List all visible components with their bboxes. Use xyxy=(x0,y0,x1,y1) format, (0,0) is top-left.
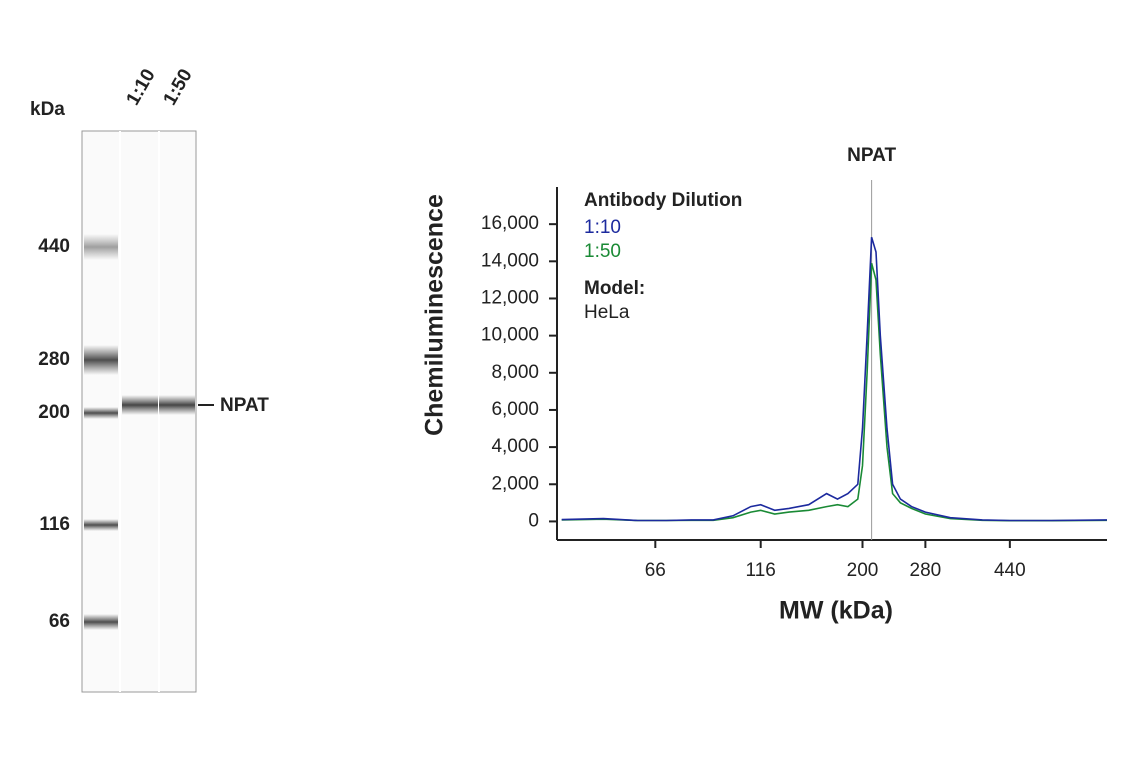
y-tick-label: 8,000 xyxy=(491,362,539,383)
ladder-band xyxy=(84,407,118,419)
band-label: NPAT xyxy=(220,395,269,416)
y-tick-label: 10,000 xyxy=(481,325,539,346)
legend-entry: 1:10 xyxy=(584,217,621,238)
y-tick-label: 4,000 xyxy=(491,436,539,457)
marker-label: 66 xyxy=(49,611,70,632)
marker-label: 280 xyxy=(38,349,70,370)
model: HeLa xyxy=(584,302,630,323)
marker-label: 440 xyxy=(38,236,70,257)
y-tick-label: 14,000 xyxy=(481,250,539,271)
ladder-band xyxy=(84,614,118,630)
sample-band xyxy=(122,395,158,415)
y-tick-label: 16,000 xyxy=(481,213,539,234)
legend-entry: 1:50 xyxy=(584,241,621,262)
x-tick-label: 280 xyxy=(910,560,942,581)
x-axis-label: MW (kDa) xyxy=(779,597,893,625)
annotation: NPAT xyxy=(847,145,896,166)
sample-band xyxy=(159,395,195,415)
series-line xyxy=(561,236,1108,522)
y-tick-label: 0 xyxy=(528,510,539,531)
x-tick-label: 66 xyxy=(645,560,666,581)
marker-label: 116 xyxy=(39,514,70,535)
model-label: Model: xyxy=(584,278,645,299)
lane-label: 1:10 xyxy=(122,66,159,109)
y-axis-label: Chemiluminescence xyxy=(421,194,449,436)
x-tick-label: 440 xyxy=(994,560,1026,581)
y-tick-label: 2,000 xyxy=(491,473,539,494)
y-tick-label: 12,000 xyxy=(481,287,539,308)
x-tick-label: 116 xyxy=(746,560,776,581)
legend-title: Antibody Dilution xyxy=(584,190,742,211)
gel-unit: kDa xyxy=(30,99,65,120)
y-tick-label: 6,000 xyxy=(491,399,539,420)
ladder-band xyxy=(84,234,118,260)
ladder-band xyxy=(84,345,118,375)
series-line xyxy=(561,262,1108,522)
ladder-band xyxy=(84,519,118,531)
marker-label: 200 xyxy=(38,402,70,423)
x-tick-label: 200 xyxy=(847,560,879,581)
lane-label: 1:50 xyxy=(159,66,196,109)
